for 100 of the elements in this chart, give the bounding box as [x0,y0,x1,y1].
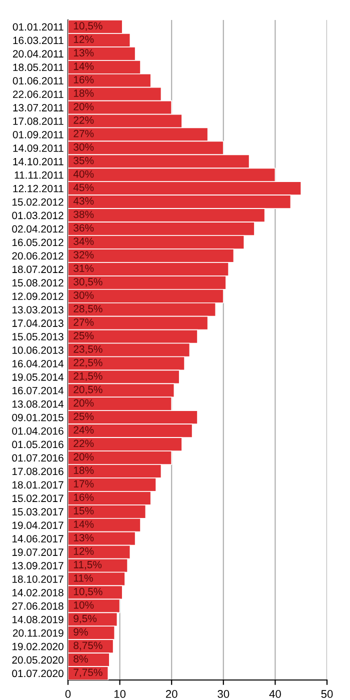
y-tick-label: 18.01.2017 [12,481,64,489]
x-tick-label: 10 [114,690,126,698]
y-tick-label: 17.04.2013 [12,320,64,327]
data-label: 12% [74,547,94,555]
y-tick-label: 12.09.2012 [12,292,64,300]
y-tick-label: 14.06.2017 [12,535,64,542]
x-tick-label: 30 [218,690,230,698]
data-label: 11% [74,574,93,582]
y-tick-label: 20.11.2019 [12,629,64,637]
x-tick-label: 40 [269,690,281,698]
data-label: 20% [74,399,94,407]
y-tick-label: 19.02.2020 [12,642,64,650]
data-label: 7,75% [74,668,102,678]
data-label: 8% [74,655,88,663]
y-tick-label: 13.08.2014 [12,400,64,408]
x-tick-label: 20 [166,690,178,698]
data-label: 30% [74,143,94,151]
y-tick-label: 09.01.2015 [12,414,64,422]
data-label: 30,5% [74,278,102,287]
data-label: 18% [74,466,94,474]
data-label: 38% [74,210,94,218]
y-tick-label: 13.09.2017 [12,562,64,570]
data-label: 32% [74,251,94,259]
y-tick-label: 19.04.2017 [12,522,64,529]
data-label: 17% [74,480,94,488]
y-tick-label: 16.03.2011 [13,36,64,44]
y-tick-label: 18.07.2012 [12,266,64,274]
data-label: 22% [74,440,94,448]
y-tick-label: 17.08.2011 [13,118,64,125]
y-tick-label: 11.11.2011 [14,171,64,179]
data-label: 18% [74,90,94,97]
data-label: 21,5% [74,372,102,381]
data-label: 15% [74,507,94,514]
y-tick-label: 20.04.2011 [12,50,64,58]
data-label: 10% [74,601,94,609]
y-tick-label: 01.07.2016 [12,454,64,462]
data-label: 23,5% [74,345,102,354]
y-tick-label: 15.02.2012 [12,198,64,206]
y-tick-label: 01.05.2016 [12,440,64,448]
y-tick-label: 01.01.2011 [12,23,64,31]
data-label: 10,5% [74,588,102,596]
y-tick-label: 16.07.2014 [12,386,64,394]
data-label: 20% [74,102,94,110]
data-label: 8,75% [74,642,102,650]
data-label: 9,5% [74,614,97,624]
data-label: 14% [74,520,94,528]
data-label: 22% [74,116,94,124]
data-label: 16% [74,494,94,501]
y-tick-label: 19.07.2017 [12,548,64,556]
data-label: 31% [74,264,94,272]
y-tick-label: 22.06.2011 [12,90,64,98]
data-label: 30% [74,292,94,299]
y-tick-label: 20.05.2020 [12,656,64,664]
data-label: 45% [73,184,94,192]
data-label: 20% [74,453,94,461]
y-tick-label: 01.09.2011 [12,130,64,138]
data-label: 27% [74,318,94,326]
data-label: 13% [74,49,94,56]
data-label: 25% [74,332,94,340]
y-tick-label: 15.08.2012 [12,279,64,287]
y-tick-label: 16.05.2012 [12,238,64,246]
y-tick-label: 15.03.2017 [12,508,64,516]
y-tick-label: 01.06.2011 [12,77,64,84]
y-tick-label: 15.02.2017 [12,494,64,502]
data-label: 27% [74,130,94,138]
y-tick-label: 17.08.2016 [12,468,64,476]
data-label: 12% [74,36,94,43]
y-tick-label: 14.08.2019 [12,616,64,624]
y-tick-label: 16.04.2014 [12,360,64,368]
data-label: 14% [74,62,94,70]
data-label: 11,5% [74,560,102,570]
data-label: 35% [74,156,94,164]
y-tick-label: 18.10.2017 [12,575,64,583]
data-label: 16% [74,76,94,84]
y-tick-label: 01.04.2016 [12,427,64,435]
y-tick-label: 02.04.2012 [12,225,64,233]
data-label: 25% [74,412,94,420]
y-tick-label: 19.05.2014 [12,373,64,381]
data-label: 9% [74,628,88,636]
y-tick-label: 27.06.2018 [12,602,64,610]
data-label: 28,5% [74,305,102,314]
y-tick-label: 18.05.2011 [13,64,64,72]
data-label: 40% [73,170,94,178]
data-label: 36% [74,224,94,232]
y-tick-label: 14.10.2011 [13,158,64,166]
data-label: 20,5% [74,386,102,394]
y-tick-label: 15.05.2013 [12,333,64,340]
x-tick-label: 0 [65,690,71,698]
data-label: 10,5% [74,22,102,31]
y-tick-label: 14.09.2011 [13,144,64,152]
y-tick-label: 13.03.2013 [12,306,64,314]
data-label: 22,5% [74,358,102,368]
y-tick-label: 12.12.2011 [13,184,64,192]
x-tick-label: 50 [321,690,333,698]
data-label: 24% [74,426,94,434]
y-tick-label: 01.03.2012 [12,212,64,220]
y-tick-label: 10.06.2013 [12,346,64,354]
y-tick-label: 14.02.2018 [12,588,64,596]
data-label: 13% [74,534,94,542]
data-label: 34% [74,238,94,246]
